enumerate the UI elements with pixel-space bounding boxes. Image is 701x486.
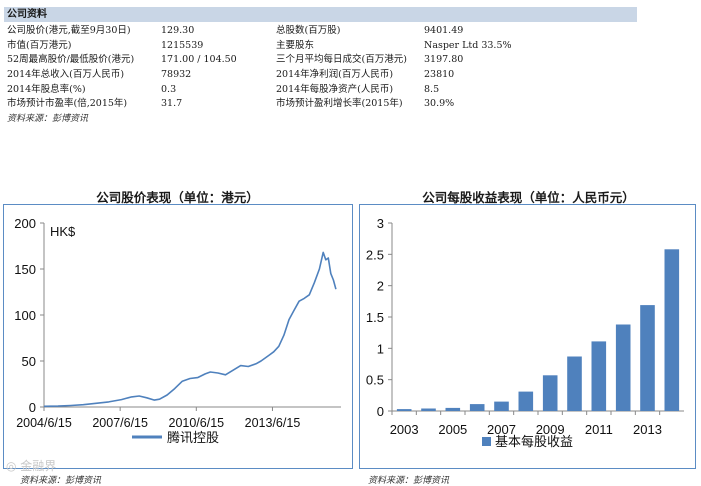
info-row: 52周最高股价/最低股价(港元) 171.00 / 104.50 三个月平均每日成交… <box>4 53 637 68</box>
info-row: 2014年股息率(%) 0.3 2014年每股净资产(人民币) 8.5 <box>4 83 637 98</box>
legend-label: 基本每股收益 <box>495 434 573 449</box>
info-label: 2014年总收入(百万人民币) <box>7 69 125 81</box>
info-row: 市值(百万港元) 1215539 主要股东 Nasper Ltd 33.5% <box>4 39 637 54</box>
y-tick-label: 150 <box>14 262 36 277</box>
info-value: 8.5 <box>424 83 440 95</box>
series-line-tencent <box>43 251 337 408</box>
info-label: 2014年净利润(百万人民币) <box>276 69 394 81</box>
x-tick-label: 2013/6/15 <box>245 416 301 430</box>
x-tick-label: 2003 <box>390 422 419 437</box>
right-source-note: 资料来源：彭博资讯 <box>368 476 450 486</box>
x-tick-label: 2010/6/15 <box>169 416 225 430</box>
info-row: 市场预计市盈率(倍,2015年) 31.7 市场预计盈利增长率(2015年) 30.9… <box>4 97 637 112</box>
info-label: 52周最高股价/最低股价(港元) <box>7 54 135 66</box>
bar-2004 <box>421 408 436 411</box>
info-value: 129.30 <box>161 25 195 36</box>
info-value: 0.3 <box>161 83 177 95</box>
bar-2007 <box>494 401 509 411</box>
info-value: Nasper Ltd 33.5% <box>424 39 512 51</box>
x-tick-label: 2007/6/15 <box>92 416 148 430</box>
eps-chart-title: 公司每股收益表现（单位：人民币元） <box>422 190 635 205</box>
x-tick-label: 2013 <box>633 422 662 437</box>
info-value: 30.9% <box>424 98 455 110</box>
info-label: 主要股东 <box>276 39 315 51</box>
info-value: 31.7 <box>161 98 183 110</box>
info-label: 市值(百万港元) <box>7 39 72 51</box>
eps-chart-frame: 0 0.5 1 1.5 2 2.5 3 2003 2005 2007 2009 2011 2013 基本… <box>359 204 696 469</box>
bar-2006 <box>469 404 485 411</box>
y-tick-label: 2 <box>377 279 384 294</box>
info-label: 2014年每股净资产(人民币) <box>276 83 394 95</box>
bar-2005 <box>445 407 461 411</box>
bar-2008 <box>518 391 534 411</box>
stock-price-chart: 0 50 100 150 200 2004/6/15 2007/6/15 2010/6/15 2… <box>14 216 341 445</box>
x-tick-label: 2009 <box>536 422 565 437</box>
y-tick-label: 3 <box>377 216 384 231</box>
bar-2010 <box>567 356 582 411</box>
y-axis-unit-label: HK$ <box>50 224 76 239</box>
eps-bar-chart: 0 0.5 1 1.5 2 2.5 3 2003 2005 2007 2009 2011 2013 基本… <box>366 216 684 449</box>
watermark-logo: ◎ 金融界 <box>6 459 57 473</box>
stock-chart-title: 公司股价表现（单位：港元） <box>96 190 259 205</box>
info-label: 市场预计盈利增长率(2015年) <box>276 98 403 110</box>
y-tick-label: 1.5 <box>366 310 384 325</box>
top-source-note: 资料来源：彭博资讯 <box>7 114 89 124</box>
y-tick-label: 2.5 <box>366 247 384 262</box>
y-tick-label: 100 <box>14 308 36 323</box>
left-source-note: 资料来源：彭博资讯 <box>20 476 102 486</box>
company-info-header: 公司资料 <box>4 7 637 22</box>
bar-2011 <box>591 341 607 411</box>
bar-2009 <box>542 375 558 411</box>
x-tick-label: 2004/6/15 <box>16 416 72 430</box>
info-value: 171.00 / 104.50 <box>161 54 237 66</box>
info-value: 78932 <box>161 69 192 81</box>
stock-chart-frame: 0 50 100 150 200 2004/6/15 2007/6/15 2010/6/15 2… <box>3 204 353 469</box>
company-info-table: 公司股价(港元,截至9月30日) 129.30 总股数(百万股) 9401.49 市值(… <box>4 24 637 112</box>
y-tick-label: 0.5 <box>366 373 384 388</box>
legend-swatch <box>482 437 491 446</box>
bar-2013 <box>640 305 655 411</box>
info-label: 市场预计市盈率(倍,2015年) <box>7 98 128 110</box>
info-value: 3197.80 <box>424 54 464 66</box>
info-row: 公司股价(港元,截至9月30日) 129.30 总股数(百万股) 9401.49 <box>4 24 637 39</box>
y-tick-label: 50 <box>22 354 36 369</box>
bar-2003 <box>396 409 412 411</box>
bar-2012 <box>615 324 631 411</box>
y-tick-label: 0 <box>377 404 384 419</box>
info-label: 2014年股息率(%) <box>7 83 86 95</box>
info-value: 9401.49 <box>424 25 464 36</box>
legend-label: 腾讯控股 <box>167 430 219 445</box>
x-tick-label: 2007 <box>487 422 516 437</box>
y-tick-label: 0 <box>29 400 36 415</box>
x-tick-label: 2005 <box>438 422 467 437</box>
y-tick-label: 200 <box>14 216 36 231</box>
info-label: 三个月平均每日成交(百万港元) <box>276 54 407 66</box>
info-label: 总股数(百万股) <box>276 25 341 36</box>
info-value: 1215539 <box>161 39 204 51</box>
info-label: 公司股价(港元,截至9月30日) <box>7 25 131 36</box>
x-tick-label: 2011 <box>585 422 613 437</box>
bar-2014 <box>664 249 680 411</box>
y-tick-label: 1 <box>377 341 384 356</box>
info-value: 23810 <box>424 69 455 81</box>
info-row: 2014年总收入(百万人民币) 78932 2014年净利润(百万人民币) 23810 <box>4 68 637 83</box>
